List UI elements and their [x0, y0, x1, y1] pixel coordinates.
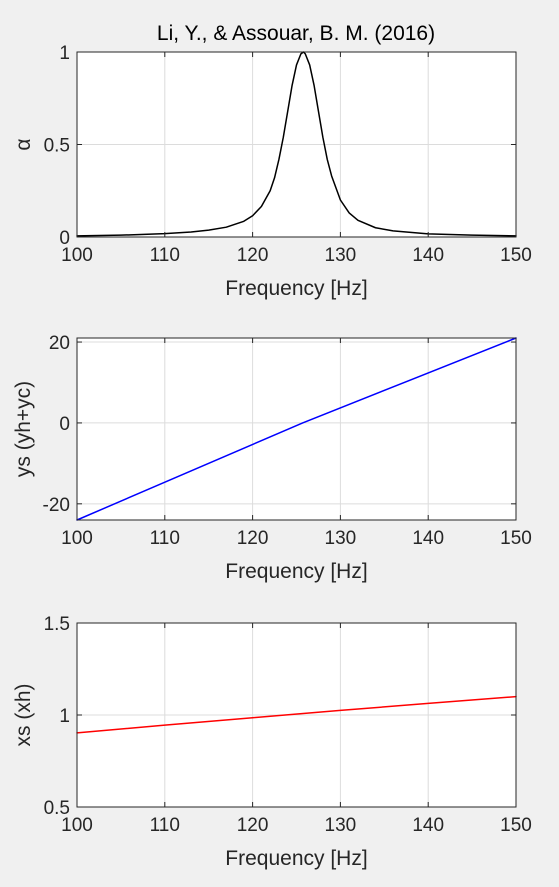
x-tick-label: 140: [412, 815, 444, 836]
x-tick-label: 130: [325, 245, 357, 266]
series-line-1: [76, 51, 517, 237]
y-tick-label: 1: [59, 706, 70, 727]
y-tick-label: 0.5: [44, 136, 70, 157]
y-tick-label: -20: [43, 495, 70, 516]
x-tick-label: 100: [61, 245, 93, 266]
x-tick-label: 130: [325, 528, 357, 549]
x-tick-label: 130: [325, 815, 357, 836]
x-tick-label: 110: [150, 528, 180, 549]
subplot-1: 100 110 120 130 140 150 0 0.5 1 Frequency [Hz] α: [12, 43, 532, 300]
y-tick-label: 0: [59, 228, 70, 249]
x-axis-label: Frequency [Hz]: [225, 277, 367, 300]
x-tick-label: 140: [412, 528, 444, 549]
x-tick-label: 110: [150, 245, 180, 266]
y-axis-label: ys (yh+yc): [12, 381, 35, 477]
x-tick-label: 120: [237, 815, 269, 836]
x-tick-label: 140: [412, 245, 444, 266]
series-line-1: [76, 695, 517, 734]
x-tick-label: 100: [61, 528, 93, 549]
x-tick-label: 150: [500, 245, 532, 266]
x-tick-label: 120: [237, 528, 269, 549]
x-tick-label: 120: [237, 245, 269, 266]
axes-box: [76, 337, 517, 521]
subplot-3: 100 110 120 130 140 150 0.5 1 1.5 Frequency [Hz] x…: [12, 614, 532, 870]
y-tick-label: 1.5: [44, 614, 70, 635]
y-axis-label: α: [12, 138, 35, 150]
y-tick-label: 0: [59, 414, 70, 435]
subplot-2: 100 110 120 130 140 150 -20 0 20 Frequency [Hz] ys…: [12, 333, 532, 583]
y-tick-label: 1: [59, 43, 70, 64]
x-tick-label: 150: [500, 528, 532, 549]
series-line-1: [76, 337, 517, 521]
x-tick-label: 150: [500, 815, 532, 836]
plot-area: [77, 338, 516, 520]
y-tick-label: 0.5: [44, 798, 70, 819]
figure-title: Li, Y., & Assouar, B. M. (2016): [157, 22, 435, 45]
x-tick-label: 100: [61, 815, 93, 836]
y-axis-label: xs (xh): [12, 684, 35, 747]
x-axis-label: Frequency [Hz]: [225, 560, 367, 583]
x-axis-label: Frequency [Hz]: [225, 847, 367, 870]
y-tick-label: 20: [49, 333, 70, 354]
x-tick-label: 110: [150, 815, 180, 836]
